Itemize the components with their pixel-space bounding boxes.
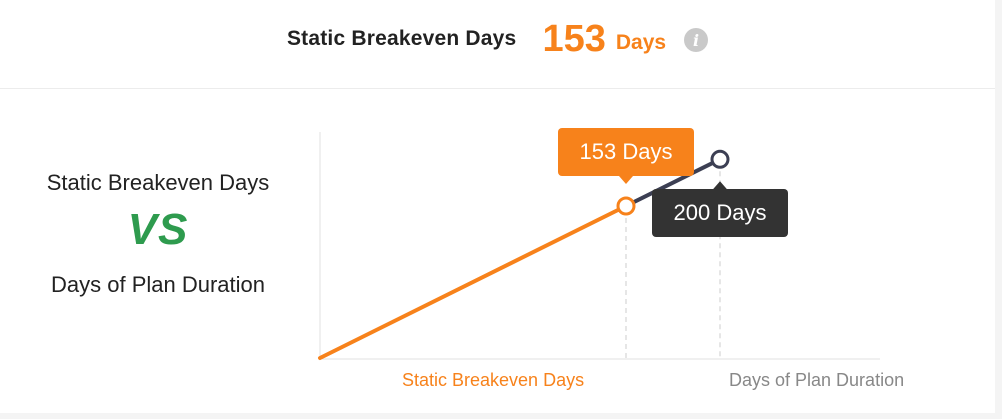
tooltip-breakeven: 153 Days (558, 128, 694, 176)
vs-label: VS (127, 205, 189, 254)
breakeven-unit: Days (615, 31, 667, 54)
x-label-plan-duration: Days of Plan Duration (729, 370, 905, 390)
comparison-line2: Days of Plan Duration (51, 272, 265, 297)
tooltip-plan-duration: 200 Days (652, 189, 788, 238)
header-title: Static Breakeven Days (286, 27, 517, 50)
comparison-line1: Static Breakeven Days (46, 170, 270, 195)
breakeven-card: Static Breakeven Days 153 Days i Static … (0, 0, 995, 413)
series-line-1 (624, 157, 722, 208)
comparison-label: Static Breakeven Days VS Days of Plan Du… (0, 170, 316, 298)
info-icon[interactable]: i (684, 28, 709, 52)
header: Static Breakeven Days 153 Days i (0, 0, 995, 89)
x-label-breakeven: Static Breakeven Days (402, 370, 585, 390)
header-row: Static Breakeven Days 153 Days i (0, 14, 995, 64)
data-point-1 (710, 149, 730, 169)
breakeven-value: 153 (542, 17, 606, 60)
series-line-0 (318, 204, 628, 360)
breakeven-chart (318, 132, 880, 360)
tooltip-arrow-breakeven (619, 176, 633, 184)
data-point-0 (616, 196, 636, 216)
tooltip-arrow-plan (713, 181, 727, 190)
